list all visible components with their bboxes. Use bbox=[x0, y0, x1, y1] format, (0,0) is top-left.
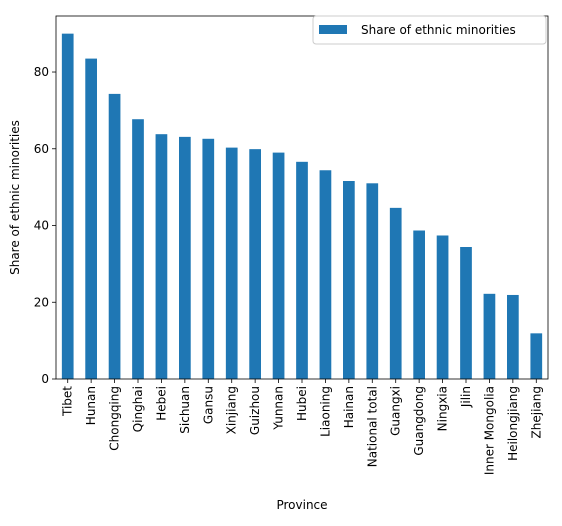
x-axis-ticks: Tibet Hunan Chongqing Qinghai Hebei Sichuan Ga… bbox=[61, 379, 543, 475]
bar-inner-mongolia bbox=[483, 293, 496, 379]
x-tick-label: Hunan bbox=[84, 386, 98, 425]
x-tick-label: Qinghai bbox=[131, 386, 145, 432]
y-tick-label: 0 bbox=[41, 372, 49, 386]
x-tick-label: National total bbox=[365, 386, 379, 467]
bar-national-total bbox=[366, 183, 379, 379]
bar-hebei bbox=[155, 134, 168, 379]
bar-group bbox=[61, 33, 543, 380]
x-tick-label: Hubei bbox=[295, 386, 309, 421]
bar-qinghai bbox=[132, 119, 144, 379]
x-tick-label: Guizhou bbox=[248, 386, 262, 435]
x-tick-label: Hainan bbox=[342, 386, 356, 428]
y-tick-label: 20 bbox=[34, 295, 49, 309]
bar-hainan bbox=[343, 181, 355, 379]
bar-xinjiang bbox=[225, 147, 238, 379]
x-tick-label: Gansu bbox=[201, 386, 215, 424]
legend: Share of ethnic minorities bbox=[312, 15, 547, 45]
x-tick-label: Liaoning bbox=[318, 386, 332, 437]
x-tick-label: Heilongjiang bbox=[506, 386, 520, 461]
bar-guangxi bbox=[389, 207, 402, 379]
bar-hunan bbox=[85, 58, 97, 380]
bar-liaoning bbox=[319, 170, 332, 379]
x-tick-label: Hebei bbox=[154, 386, 168, 421]
x-tick-label: Tibet bbox=[61, 386, 75, 417]
bar-yunnan bbox=[272, 152, 285, 379]
bar-zhejiang bbox=[530, 333, 543, 379]
bar-hubei bbox=[296, 161, 308, 379]
y-tick-label: 60 bbox=[34, 142, 49, 156]
bar-chongqing bbox=[108, 93, 121, 379]
axes-frame bbox=[55, 15, 549, 380]
bar-guangdong bbox=[413, 230, 425, 379]
y-axis-label: Share of ethnic minorities bbox=[8, 120, 22, 275]
x-tick-label: Guangxi bbox=[389, 386, 403, 436]
x-tick-label: Sichuan bbox=[178, 386, 192, 434]
x-tick-label: Ningxia bbox=[436, 386, 450, 431]
x-tick-label: Yunnan bbox=[272, 386, 286, 431]
legend-box bbox=[312, 15, 547, 45]
legend-label: Share of ethnic minorities bbox=[361, 23, 516, 37]
x-axis-label: Province bbox=[276, 498, 327, 512]
x-tick-label: Zhejiang bbox=[529, 386, 543, 438]
x-tick-label: Xinjiang bbox=[225, 386, 239, 434]
legend-swatch bbox=[319, 25, 347, 34]
bar-heilongjiang bbox=[507, 294, 519, 379]
x-tick-label: Chongqing bbox=[108, 386, 122, 451]
y-axis-ticks: 0 20 40 60 80 bbox=[34, 65, 56, 386]
bar-gansu bbox=[202, 138, 215, 379]
x-tick-label: Jilin bbox=[459, 386, 473, 408]
bar-ningxia bbox=[436, 235, 449, 379]
y-tick-label: 80 bbox=[34, 65, 49, 79]
x-tick-label: Guangdong bbox=[412, 386, 426, 456]
bar-jilin bbox=[460, 247, 472, 379]
bar-guizhou bbox=[249, 149, 261, 379]
y-tick-label: 40 bbox=[34, 219, 49, 233]
x-tick-label: Inner Mongolia bbox=[482, 386, 496, 475]
bar-tibet bbox=[61, 33, 74, 380]
bar-sichuan bbox=[179, 136, 191, 379]
